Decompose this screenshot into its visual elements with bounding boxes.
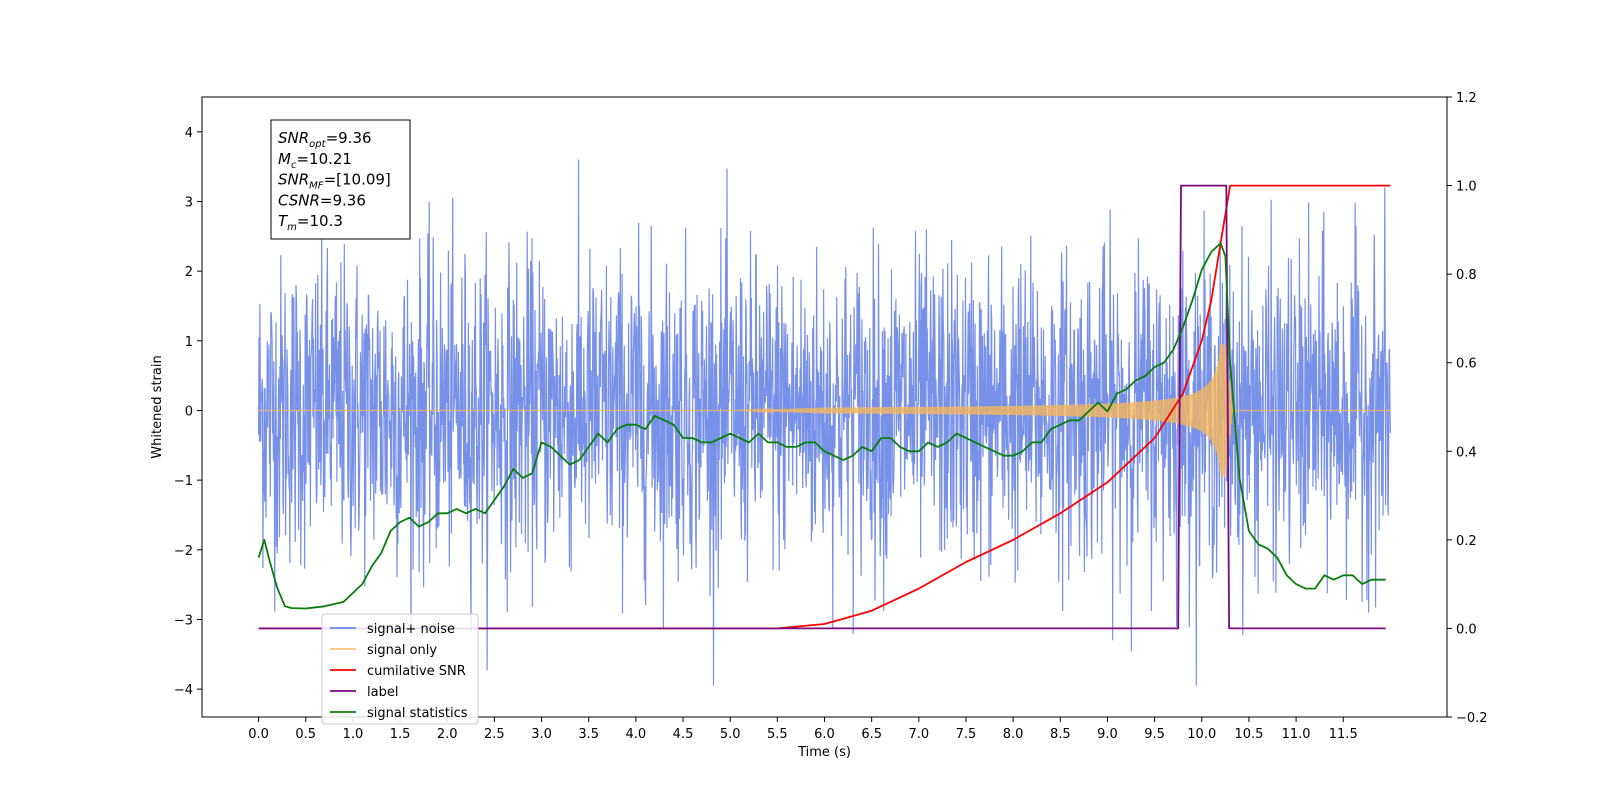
legend-frame: [321, 613, 479, 725]
annotation-box-frame: [270, 119, 411, 240]
x-tick-label: 1.5: [390, 727, 411, 742]
annotation-box: SNRopt=9.36Mc=10.21SNRMF=[10.09]CSNR=9.3…: [270, 119, 411, 240]
y-tick-label: −1: [174, 474, 193, 489]
x-tick-label: 10.5: [1234, 727, 1263, 742]
annotation-lines: SNRopt=9.36Mc=10.21SNRMF=[10.09]CSNR=9.3…: [278, 129, 391, 233]
x-tick-label: 5.0: [720, 727, 741, 742]
x-tick-label: 11.0: [1282, 727, 1311, 742]
x-tick-label: 11.5: [1329, 727, 1358, 742]
x-tick-label: 8.0: [1003, 727, 1024, 742]
x-tick-label: 3.5: [578, 727, 599, 742]
y-right-tick-label: 0.2: [1456, 534, 1477, 549]
x-tick-label: 5.5: [767, 727, 788, 742]
x-tick-label: 7.5: [956, 727, 977, 742]
x-tick-label: 6.5: [861, 727, 882, 742]
x-tick-label: 3.0: [531, 727, 552, 742]
x-tick-label: 0.0: [248, 727, 269, 742]
y-axis-label: Whitened strain: [150, 355, 165, 458]
y-right-tick-label: −0.2: [1456, 711, 1488, 726]
y-tick-label: 0: [185, 404, 193, 419]
y-tick-label: −4: [174, 683, 193, 698]
legend-label: signal statistics: [367, 706, 468, 721]
legend-label: signal only: [367, 643, 437, 658]
plot-series-layer: [257, 159, 1391, 686]
y-right-tick-label: 0.0: [1456, 622, 1477, 637]
x-axis-label: Time (s): [797, 745, 851, 760]
y-axis-right: −0.2 0.0 0.2 0.4 0.6 0.8 1.0 1.2: [1447, 91, 1488, 726]
x-tick-label: 4.5: [673, 727, 694, 742]
legend-label: signal+ noise: [367, 622, 455, 637]
x-tick-label: 2.0: [437, 727, 458, 742]
x-tick-label: 2.5: [484, 727, 505, 742]
x-tick-label: 9.0: [1097, 727, 1118, 742]
legend-label: label: [367, 685, 398, 700]
legend-label: cumilative SNR: [367, 664, 466, 679]
series-signal-only: [258, 344, 1391, 477]
annotation-line: CSNR=9.36: [278, 191, 366, 209]
x-tick-label: 10.0: [1187, 727, 1216, 742]
y-tick-label: 3: [185, 195, 193, 210]
x-tick-label: 7.0: [908, 727, 929, 742]
series-label: [258, 184, 1386, 630]
y-tick-label: 4: [185, 126, 193, 141]
annotation-line: Mc=10.21: [278, 150, 352, 171]
y-right-tick-label: 0.6: [1456, 357, 1477, 372]
y-right-tick-label: 0.8: [1456, 268, 1477, 283]
y-tick-label: 2: [185, 265, 193, 280]
x-tick-label: 6.0: [814, 727, 835, 742]
annotation-line: SNRMF=[10.09]: [278, 171, 391, 192]
annotation-line: SNRopt=9.36: [278, 129, 372, 150]
x-tick-label: 9.5: [1144, 727, 1165, 742]
annotation-line: Tm=10.3: [278, 212, 343, 233]
y-tick-label: −2: [174, 544, 193, 559]
y-right-tick-label: 0.4: [1456, 445, 1477, 460]
x-tick-label: 4.0: [626, 727, 647, 742]
series-signal-statistics: [257, 242, 1386, 610]
x-tick-label: 0.5: [295, 727, 316, 742]
y-tick-label: −3: [174, 613, 193, 628]
y-tick-label: 1: [185, 335, 193, 350]
x-tick-label: 1.0: [343, 727, 364, 742]
y-right-tick-label: 1.2: [1456, 91, 1477, 106]
x-axis: 0.0 0.5 1.0 1.5 2.0 2.5 3.0 3.5 4.0 4.5 5.0 5.5 6.0 6…: [248, 717, 1358, 742]
series-signal-plus-noise: [258, 159, 1391, 686]
legend-items: signal+ noise signal only cumilative SNR la…: [330, 622, 468, 721]
x-tick-label: 8.5: [1050, 727, 1071, 742]
legend: signal+ noise signal only cumilative SNR la…: [321, 613, 479, 725]
series-cumilative-snr: [258, 184, 1391, 630]
y-axis-left: −4 −3 −2 −1 0 1 2 3 4: [174, 126, 202, 698]
y-right-tick-label: 1.0: [1456, 180, 1477, 195]
